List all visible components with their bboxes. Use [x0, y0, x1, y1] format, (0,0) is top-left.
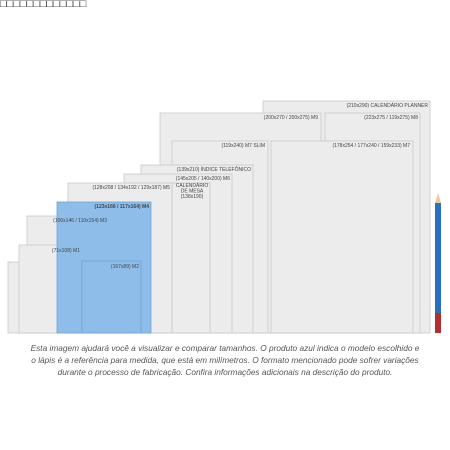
caption-line: Esta imagem ajudará você a visualizar e …: [31, 343, 420, 353]
size-boxes: [7, 100, 431, 334]
box: [81, 260, 142, 334]
label-line: CALENDÁRIO: [176, 182, 209, 189]
size-label: (223x275 / 119x275) M8: [364, 115, 418, 121]
size-label: CALENDÁRIO DE MESA (138x190): [176, 182, 209, 200]
size-label: (100x146 / 110x154) M3: [53, 218, 107, 224]
size-label: (139x210) ÍNDICE TELEFÔNICO: [177, 166, 251, 173]
size-label: (200x270 / 200x275) M9: [264, 115, 318, 121]
selected-box: [56, 201, 152, 334]
size-label: (145x205 / 140x200) M6: [176, 176, 230, 182]
size-label: (128x208 / 134x192 / 129x187) M5: [92, 185, 170, 191]
title: □□□□□□□□□□□□□: [0, 0, 87, 10]
size-labels: (210x290) CALENDÁRIO PLANNER (200x270 / …: [52, 102, 428, 270]
caption-line: o lápis é a referência para medida, que …: [31, 355, 418, 365]
size-label: (123x166 / 117x164) M4: [95, 204, 150, 210]
size-label: (178x254 / 177x240 / 159x233) M7: [332, 143, 410, 149]
box: [270, 140, 414, 334]
size-label: (167x89) M2: [111, 264, 139, 270]
label-line: (138x190): [181, 194, 204, 200]
label-line: DE MESA: [181, 189, 204, 195]
size-label: (210x290) CALENDÁRIO PLANNER: [347, 102, 429, 109]
size-label: (71x108) M1: [52, 248, 80, 254]
caption-line: durante o processo de fabricação. Confir…: [58, 367, 393, 377]
pencil: [435, 193, 441, 333]
box: [171, 182, 211, 334]
size-label: (119x240) M7 SLIM: [221, 143, 265, 149]
